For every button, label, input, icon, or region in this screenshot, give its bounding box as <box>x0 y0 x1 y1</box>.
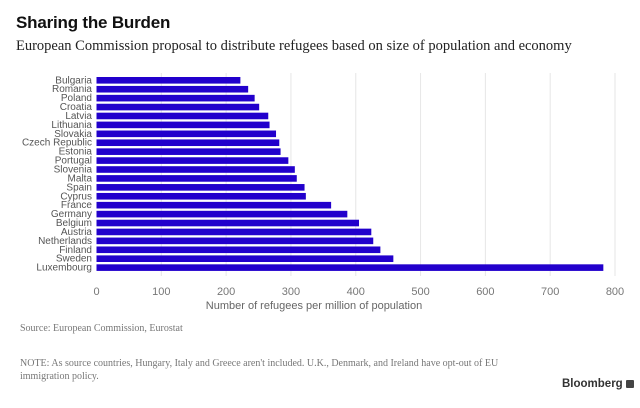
category-label: Slovenia <box>54 165 93 176</box>
bar-germany <box>96 210 348 218</box>
category-label: Slovakia <box>54 129 92 140</box>
x-tick-label: 700 <box>541 286 559 298</box>
category-label: Netherlands <box>38 236 92 247</box>
chart-title: Sharing the Burden <box>16 13 171 32</box>
bar-france <box>96 201 332 209</box>
bar-latvia <box>96 112 269 120</box>
x-tick-label: 200 <box>217 286 235 298</box>
bar-romania <box>96 85 249 93</box>
category-labels: BulgariaRomaniaPolandCroatiaLatviaLithua… <box>22 75 92 273</box>
category-label: Bulgaria <box>55 75 92 86</box>
chart-subtitle: European Commission proposal to distribu… <box>16 38 572 54</box>
x-tick-label: 300 <box>282 286 300 298</box>
category-label: Lithuania <box>51 120 92 131</box>
bar-estonia <box>96 148 281 155</box>
bar-sweden <box>96 255 394 262</box>
bars <box>96 77 604 271</box>
x-tick-label: 0 <box>93 286 99 298</box>
bar-belgium <box>96 219 359 227</box>
bar-croatia <box>96 103 260 111</box>
category-label: Austria <box>61 227 93 238</box>
category-label: Finland <box>59 245 92 256</box>
bar-lithuania <box>96 121 270 129</box>
category-label: Estonia <box>59 147 93 158</box>
category-label: Sweden <box>56 254 92 265</box>
category-label: Poland <box>61 93 92 104</box>
category-label: Malta <box>68 173 93 184</box>
x-tick-label: 400 <box>347 286 365 298</box>
bar-finland <box>96 246 381 254</box>
bar-spain <box>96 184 305 191</box>
x-axis-label: Number of refugees per million of popula… <box>206 300 422 312</box>
bar-bulgaria <box>96 77 241 84</box>
category-label: Spain <box>66 182 92 193</box>
bloomberg-logo: Bloomberg <box>562 378 634 390</box>
bar-austria <box>96 228 372 236</box>
footnote: NOTE: As source countries, Hungary, Ital… <box>20 358 499 382</box>
category-label: Czech Republic <box>22 138 92 149</box>
bar-portugal <box>96 157 289 164</box>
category-label: Romania <box>52 84 92 95</box>
category-label: Germany <box>51 209 92 220</box>
bar-luxembourg <box>96 264 604 271</box>
bloomberg-logo-icon <box>625 380 634 388</box>
x-tick-labels: 0 100 200 300 400 500 600 700 800 <box>93 286 624 298</box>
x-tick-label: 600 <box>476 286 494 298</box>
category-label: Luxembourg <box>36 263 92 274</box>
category-label: Portugal <box>55 156 92 167</box>
bar-czech-republic <box>96 139 280 147</box>
category-label: Latvia <box>65 111 92 122</box>
category-label: Belgium <box>56 218 92 229</box>
source-note: Source: European Commission, Eurostat <box>20 323 183 334</box>
category-label: Cyprus <box>60 191 92 202</box>
x-tick-label: 800 <box>606 286 624 298</box>
bar-slovakia <box>96 130 277 138</box>
x-tick-label: 100 <box>152 286 170 298</box>
bar-netherlands <box>96 237 374 245</box>
bar-cyprus <box>96 192 306 200</box>
gridlines <box>160 73 616 276</box>
category-label: Croatia <box>60 102 93 113</box>
bar-chart: BulgariaRomaniaPolandCroatiaLatviaLithua… <box>22 73 624 312</box>
bar-malta <box>96 175 297 182</box>
bar-slovenia <box>96 166 295 173</box>
category-label: France <box>61 200 93 211</box>
brand-name: Bloomberg <box>562 378 623 390</box>
bar-poland <box>96 94 255 102</box>
x-tick-label: 500 <box>411 286 429 298</box>
